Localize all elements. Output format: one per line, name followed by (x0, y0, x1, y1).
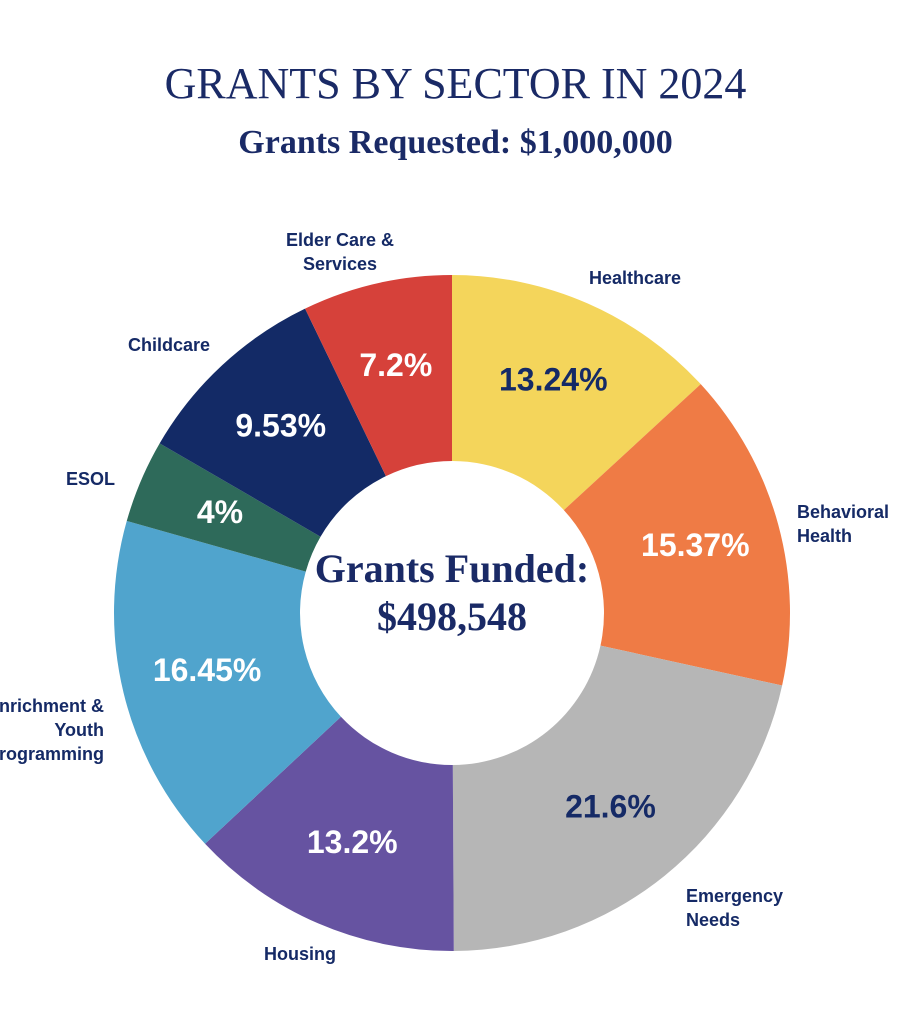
category-label: Behavioral Health (797, 502, 890, 546)
donut-slice (452, 645, 783, 951)
donut-slice (126, 443, 321, 572)
donut-slice (114, 520, 341, 844)
donut-slice (563, 384, 790, 686)
value-label: 16.45% (153, 652, 262, 688)
category-label: Enrichment & Youth Programming (0, 696, 104, 764)
donut-slice (305, 275, 452, 477)
value-label: 9.53% (235, 408, 326, 444)
value-label: 7.2% (359, 347, 432, 383)
category-label: ESOL (65, 469, 115, 489)
value-label: 13.24% (499, 362, 608, 398)
category-label: Housing (264, 944, 336, 964)
value-label: 4% (197, 494, 243, 530)
donut-slice (452, 275, 701, 511)
category-label: Healthcare (588, 268, 682, 288)
category-label: Elder Care & Services (285, 230, 395, 274)
donut-slice (159, 308, 386, 537)
chart-subtitle: Grants Requested: $1,000,000 (238, 124, 673, 161)
value-label: 13.2% (307, 824, 398, 860)
category-label: Emergency Needs (686, 886, 784, 930)
chart-title: GRANTS BY SECTOR IN 2024 (164, 59, 747, 108)
value-label: 21.6% (565, 788, 656, 824)
center-label: Grants Funded: $498,548 (314, 546, 590, 639)
donut-slice (205, 716, 454, 951)
category-label: Childcare (127, 335, 210, 355)
value-label: 15.37% (641, 527, 750, 563)
